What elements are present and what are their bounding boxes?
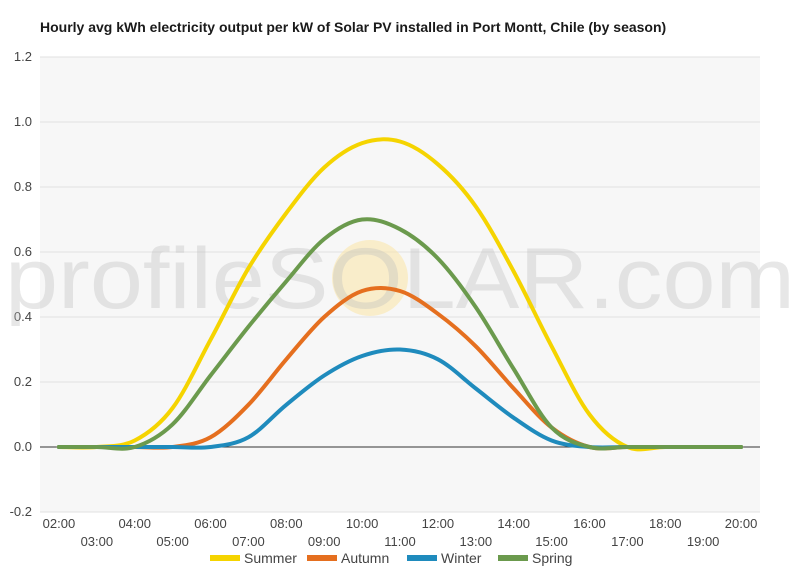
y-tick-label: 0.6 xyxy=(14,244,32,259)
y-tick-label: 0.2 xyxy=(14,374,32,389)
y-tick-label: 0.8 xyxy=(14,179,32,194)
x-tick-label: 20:00 xyxy=(725,516,758,531)
y-tick-label: -0.2 xyxy=(10,504,32,519)
y-tick-label: 1.0 xyxy=(14,114,32,129)
y-axis-ticks: -0.2 0.0 0.2 0.4 0.6 0.8 1.0 1.2 xyxy=(10,49,32,519)
x-tick-label: 03:00 xyxy=(81,534,114,549)
x-tick-label: 06:00 xyxy=(194,516,227,531)
x-tick-label: 02:00 xyxy=(43,516,76,531)
x-tick-label: 14:00 xyxy=(497,516,530,531)
x-tick-label: 18:00 xyxy=(649,516,682,531)
x-tick-label: 05:00 xyxy=(156,534,189,549)
x-tick-label: 17:00 xyxy=(611,534,644,549)
x-tick-label: 07:00 xyxy=(232,534,265,549)
x-tick-label: 15:00 xyxy=(535,534,568,549)
x-axis-ticks: 02:00 04:00 06:00 08:00 10:00 12:00 14:00 16:00… xyxy=(43,516,758,549)
x-tick-label: 10:00 xyxy=(346,516,379,531)
y-tick-label: 0.4 xyxy=(14,309,32,324)
legend-label-winter: Winter xyxy=(441,550,482,566)
chart-title: Hourly avg kWh electricity output per kW… xyxy=(40,19,667,35)
x-tick-label: 09:00 xyxy=(308,534,341,549)
legend-swatch-summer xyxy=(210,555,240,561)
x-tick-label: 08:00 xyxy=(270,516,303,531)
legend-label-spring: Spring xyxy=(532,550,572,566)
legend-swatch-spring xyxy=(498,555,528,561)
x-tick-label: 19:00 xyxy=(687,534,720,549)
x-tick-label: 13:00 xyxy=(460,534,493,549)
watermark-text: profileSOLAR.com xyxy=(5,231,795,327)
legend-label-autumn: Autumn xyxy=(341,550,389,566)
y-tick-label: 1.2 xyxy=(14,49,32,64)
gridlines xyxy=(40,56,760,513)
legend-swatch-winter xyxy=(407,555,437,561)
x-tick-label: 16:00 xyxy=(573,516,606,531)
series-lines xyxy=(56,137,744,452)
watermark: profileSOLAR.com xyxy=(5,231,795,327)
legend-swatch-autumn xyxy=(307,555,337,561)
series-line-spring xyxy=(56,217,744,451)
x-tick-label: 11:00 xyxy=(384,534,416,549)
y-tick-label: 0.0 xyxy=(14,439,32,454)
legend: Summer Autumn Winter Spring xyxy=(210,550,572,566)
x-tick-label: 04:00 xyxy=(118,516,151,531)
legend-label-summer: Summer xyxy=(244,550,297,566)
x-tick-label: 12:00 xyxy=(422,516,455,531)
